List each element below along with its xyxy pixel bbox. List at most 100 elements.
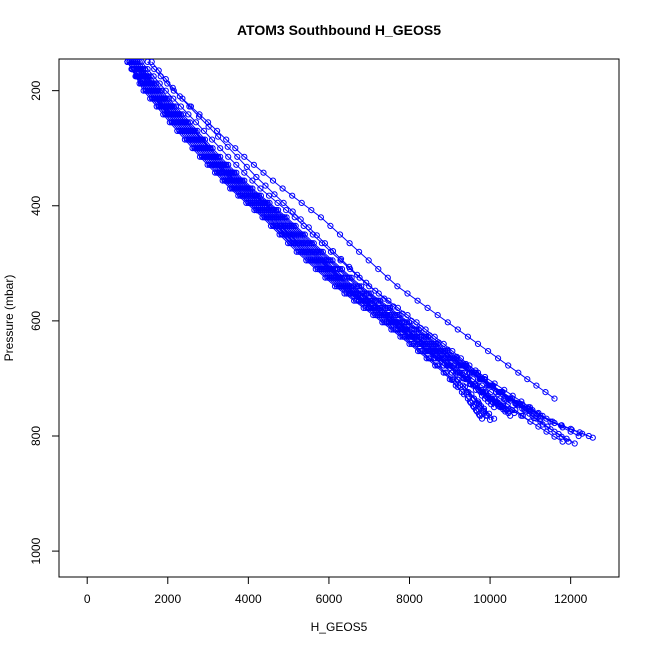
data-point [264, 199, 271, 206]
data-point [459, 362, 466, 369]
data-point [458, 389, 465, 396]
data-point [470, 404, 478, 411]
data-point [351, 297, 358, 304]
data-point [518, 398, 525, 405]
data-point [243, 199, 250, 206]
data-point [464, 395, 471, 402]
data-point [489, 382, 496, 389]
data-point [485, 382, 492, 389]
data-point [479, 408, 487, 415]
data-point [318, 240, 325, 247]
data-point [247, 185, 254, 192]
data-point [432, 340, 439, 347]
data-point [271, 191, 278, 198]
data-point [189, 136, 197, 143]
series-line [127, 61, 481, 417]
data-point [225, 153, 232, 160]
series-line [129, 61, 483, 419]
data-point [174, 127, 181, 134]
y-tick-label: 600 [29, 311, 43, 331]
data-point [128, 59, 135, 65]
data-point [303, 248, 310, 255]
data-point [278, 222, 285, 229]
data-point [466, 381, 473, 388]
data-point [289, 192, 296, 199]
data-point [350, 283, 357, 290]
x-tick-label: 4000 [235, 592, 262, 606]
data-point [483, 412, 490, 419]
data-point [413, 326, 420, 333]
data-point [132, 59, 139, 65]
data-point [253, 173, 260, 181]
data-point [478, 382, 486, 389]
data-point [267, 222, 275, 229]
data-point [576, 429, 583, 436]
series-21 [144, 59, 558, 402]
data-point [589, 434, 596, 441]
data-point [160, 111, 167, 118]
data-point [243, 163, 250, 170]
data-point [176, 93, 183, 100]
data-point [148, 59, 155, 65]
data-point [158, 87, 165, 94]
data-point [317, 248, 324, 255]
data-point [445, 362, 452, 369]
data-point [379, 319, 386, 326]
data-point [542, 389, 549, 396]
data-point [290, 222, 297, 229]
data-point [161, 95, 168, 102]
data-point [462, 360, 469, 368]
data-point [457, 355, 464, 362]
data-point [189, 145, 196, 152]
data-point [501, 395, 508, 402]
data-point [298, 240, 305, 247]
data-point [470, 395, 478, 402]
data-point [465, 389, 472, 396]
data-point [452, 382, 459, 389]
data-point [469, 382, 477, 389]
data-point [519, 412, 526, 419]
data-point [300, 222, 307, 229]
data-point [245, 192, 252, 199]
data-point [136, 80, 143, 87]
series-19 [124, 59, 484, 419]
data-point [174, 119, 181, 126]
data-point [223, 136, 230, 143]
data-point [239, 177, 246, 184]
data-point [436, 355, 443, 362]
series-line [131, 61, 509, 414]
data-point [249, 199, 256, 206]
data-point [500, 406, 507, 413]
data-point [186, 119, 193, 126]
data-point [223, 161, 230, 168]
data-point [298, 199, 305, 206]
data-point [527, 418, 534, 425]
data-point [273, 207, 280, 214]
data-point [219, 177, 226, 184]
data-point [171, 111, 178, 118]
data-point [229, 177, 236, 184]
data-point [413, 319, 420, 326]
data-point [485, 395, 492, 402]
data-point [534, 410, 541, 417]
data-point [279, 185, 286, 192]
data-point [418, 340, 425, 347]
y-tick-label: 1000 [29, 537, 43, 564]
data-point [196, 153, 204, 160]
data-point [526, 404, 534, 411]
data-point [178, 119, 185, 126]
data-point [308, 207, 315, 214]
data-point [162, 87, 169, 94]
data-point [317, 214, 324, 221]
data-point [473, 399, 481, 406]
x-axis: 0 2000 4000 6000 8000 10000 12000 [84, 576, 588, 606]
data-point [209, 153, 216, 160]
data-point [380, 312, 387, 319]
data-point [434, 312, 441, 319]
series-22 [132, 59, 532, 411]
data-point [138, 59, 145, 65]
data-point [200, 127, 208, 134]
data-point [423, 333, 430, 340]
data-point [551, 395, 558, 402]
